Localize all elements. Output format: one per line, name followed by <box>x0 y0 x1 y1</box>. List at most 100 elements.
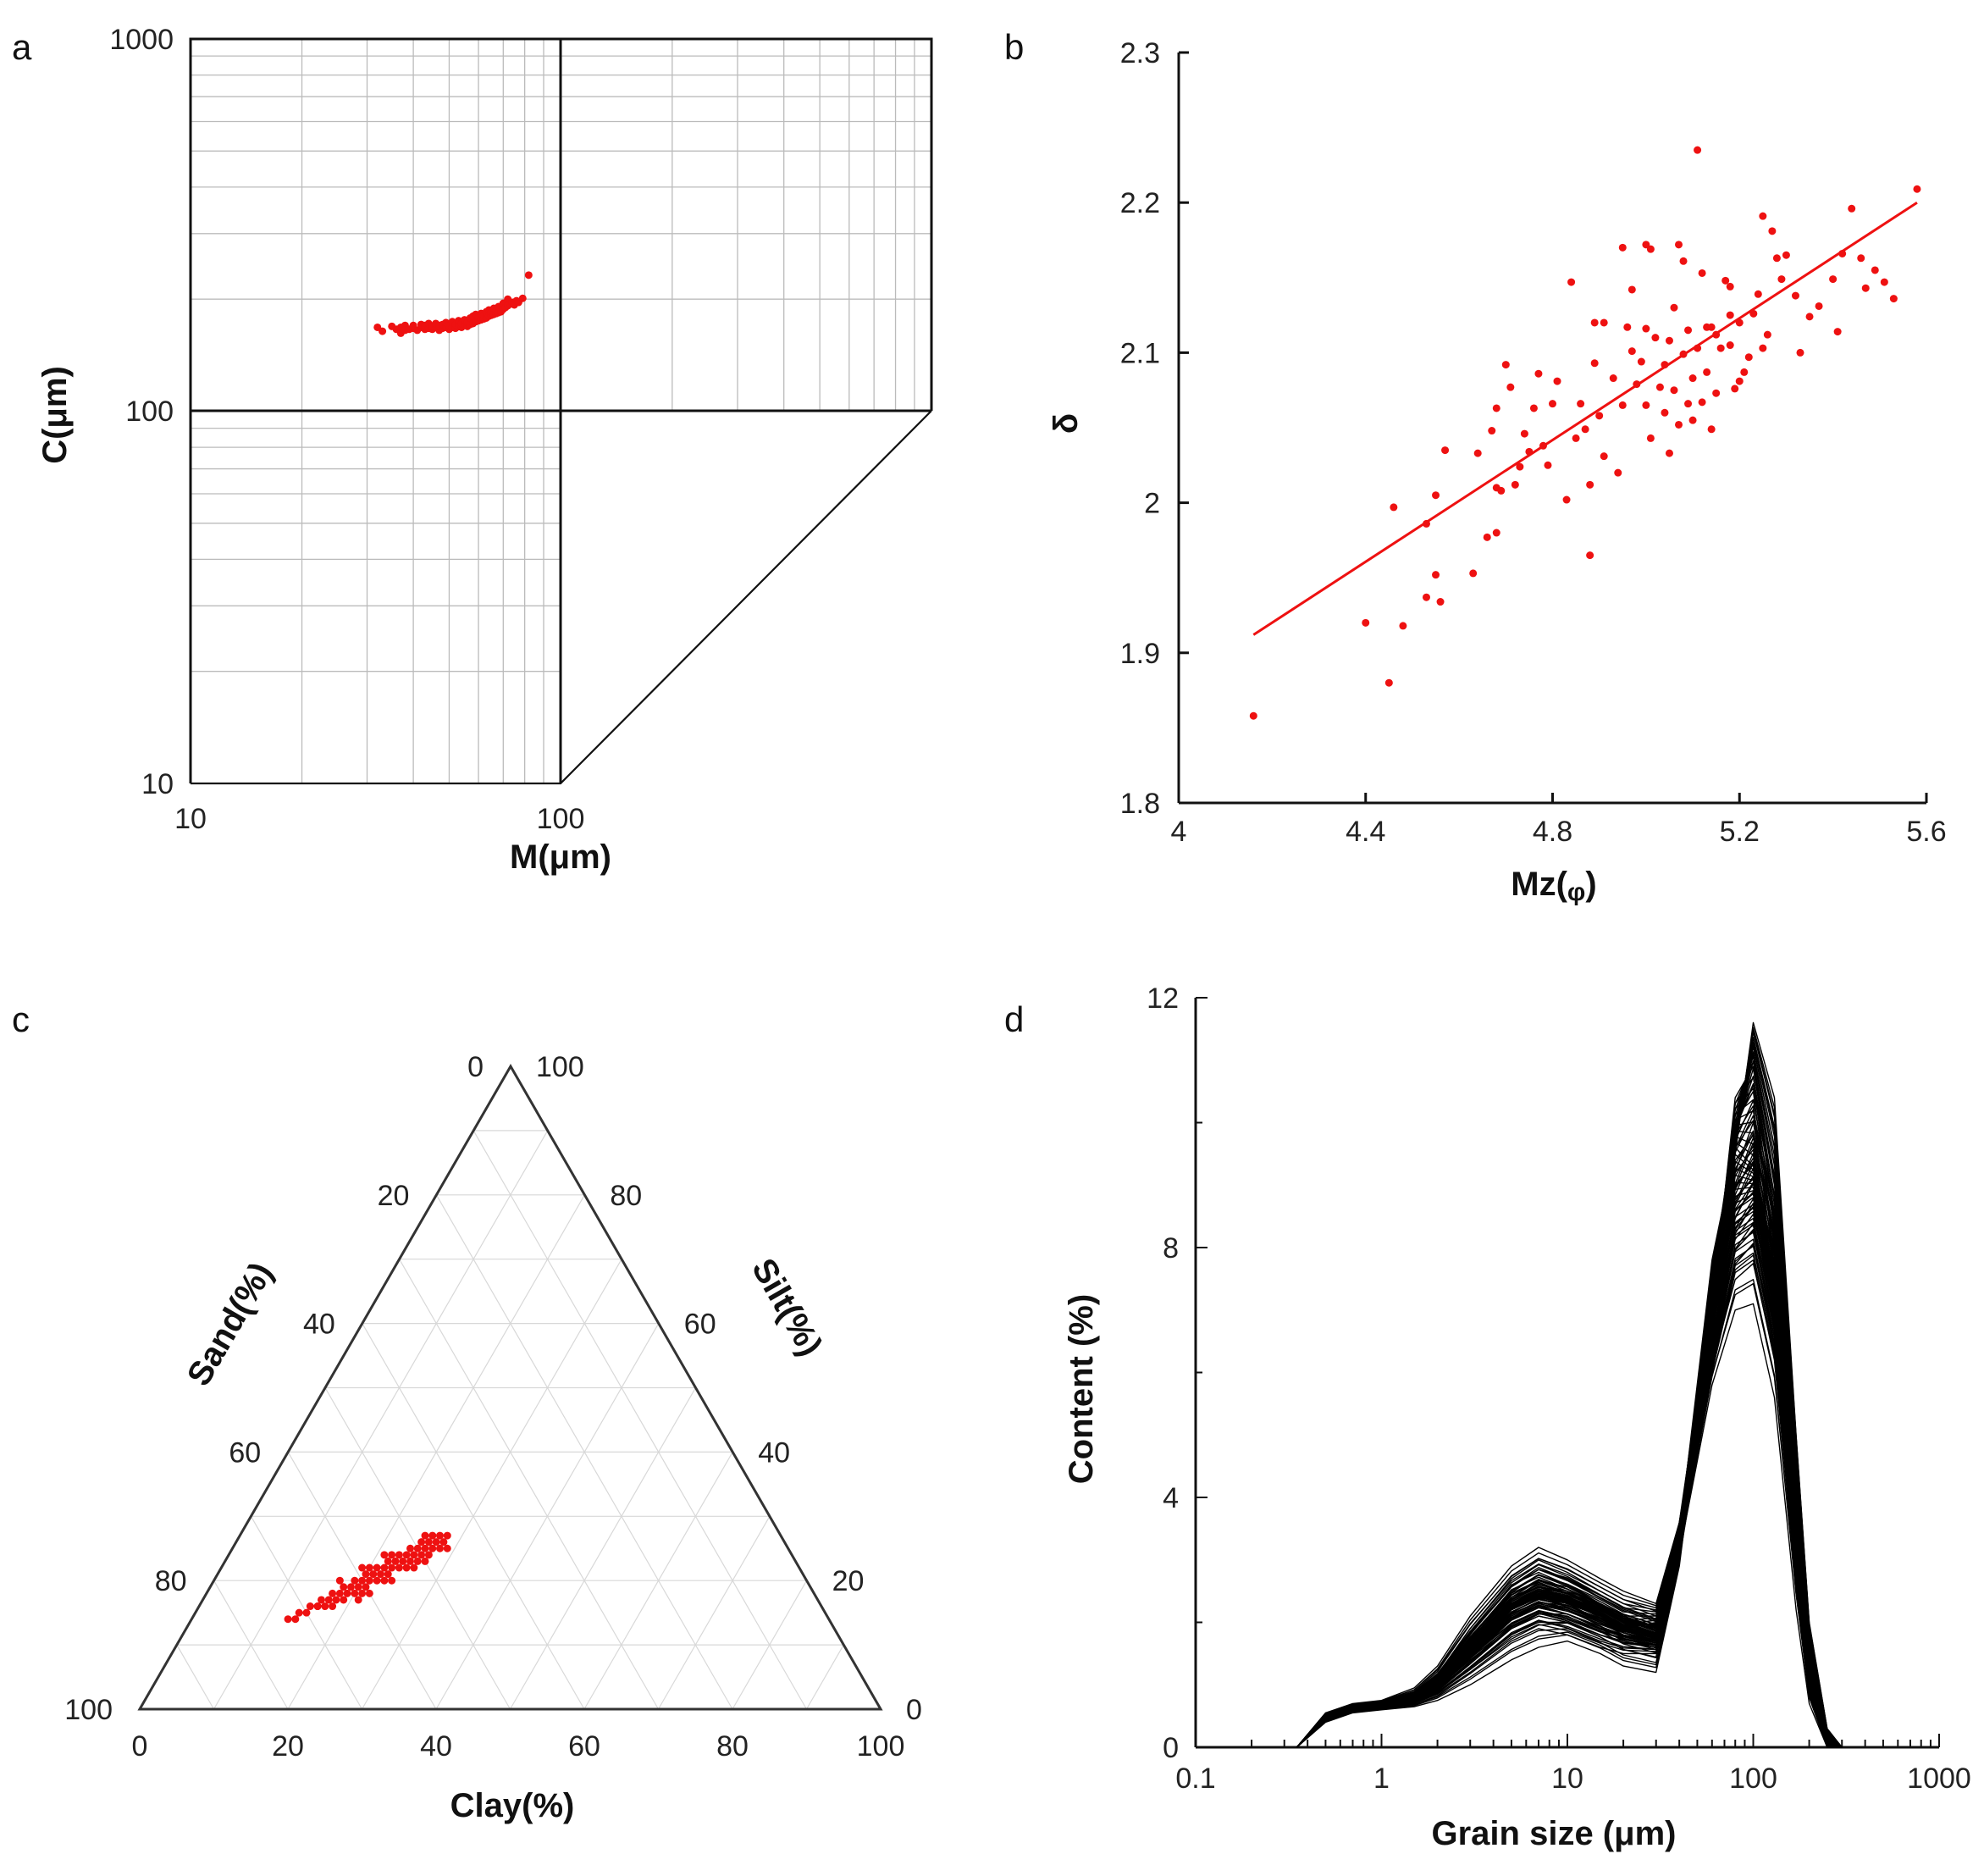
panel-b-point <box>1441 446 1450 455</box>
panel-c-silt-tick: 40 <box>758 1436 790 1469</box>
panel-b-point <box>1432 491 1440 500</box>
panel-b-point <box>1618 243 1627 252</box>
panel-b-point <box>1586 480 1594 489</box>
panel-c-point <box>421 1557 429 1565</box>
panel-b-point <box>1623 323 1632 331</box>
panel-c-point <box>424 1551 433 1559</box>
panel-c-label: c <box>12 999 30 1039</box>
panel-b-point <box>1889 295 1898 303</box>
panel-b-point <box>1642 324 1650 333</box>
panel-c-point <box>428 1544 437 1552</box>
panel-b-point <box>1562 495 1571 504</box>
panel-b-point <box>1829 275 1838 284</box>
panel-c-point <box>399 1557 407 1565</box>
panel-d-curve <box>1296 1282 1843 1748</box>
panel-c-point <box>332 1596 340 1604</box>
panel-d-curve <box>1296 1252 1843 1748</box>
panel-b-point <box>1473 449 1482 457</box>
panel-c-point <box>380 1551 389 1559</box>
panel-c-point <box>421 1531 429 1540</box>
panel-b-point <box>1506 383 1515 391</box>
panel-d-xlabel: Grain size (μm) <box>1432 1815 1677 1852</box>
panel-a-frame <box>189 37 933 785</box>
panel-d-curve <box>1296 1225 1843 1748</box>
panel-c-grid-line <box>657 1516 771 1710</box>
panel-b-ytick-label: 1.8 <box>1120 788 1160 820</box>
panel-c-point <box>343 1589 351 1597</box>
panel-b-point <box>1655 383 1664 391</box>
panel-b-point <box>1525 447 1534 456</box>
panel-c-point <box>317 1596 325 1604</box>
panel-b-point <box>1791 291 1799 300</box>
panel-d-xtick-label: 0.1 <box>1175 1763 1215 1795</box>
panel-b-point <box>1618 401 1627 409</box>
panel-c-point <box>406 1557 414 1565</box>
panel-d-curve <box>1296 1245 1843 1748</box>
panel-b-ytick-label: 2.3 <box>1120 37 1160 69</box>
panel-c-sand-tick: 60 <box>229 1436 261 1469</box>
panel-b-ylabel: δ <box>1047 413 1085 434</box>
panel-b-points <box>1249 146 1921 720</box>
panel-b-point <box>1679 350 1688 358</box>
panel-c-grid-line <box>213 1580 289 1710</box>
panel-b-point <box>1497 486 1506 495</box>
panel-c-point <box>329 1602 337 1611</box>
panel-c-clay-tick: 60 <box>568 1730 600 1763</box>
panel-c-grid-line <box>805 1644 844 1710</box>
panel-c-point <box>335 1576 344 1585</box>
panel-b-point <box>1516 462 1524 471</box>
panel-c-clay-tick: 20 <box>272 1730 304 1763</box>
panel-b-xtick-label: 4.4 <box>1346 816 1385 848</box>
panel-b-point <box>1688 374 1697 383</box>
panel-b-point <box>1422 593 1430 601</box>
panel-c-point <box>362 1583 370 1591</box>
panel-d-axes <box>1194 997 1940 1749</box>
panel-b-point <box>1684 400 1693 408</box>
panel-a-ylabel: C(μm) <box>36 366 74 464</box>
panel-b-point <box>1675 241 1683 249</box>
panel-c-point <box>380 1563 389 1572</box>
panel-c-point <box>406 1544 414 1552</box>
panel-b-point <box>1586 551 1594 560</box>
panel-c-point <box>358 1589 367 1597</box>
panel-c-sand-label: Sand(%) <box>180 1256 280 1392</box>
panel-b-point <box>1590 318 1599 327</box>
panel-b-point <box>1633 380 1641 389</box>
panel-b-point <box>1628 285 1636 294</box>
panel-c-point <box>324 1596 333 1604</box>
panel-b-point <box>1857 254 1865 263</box>
panel-c-point <box>351 1589 359 1597</box>
panel-c-point <box>354 1596 362 1604</box>
panel-b-point <box>1712 389 1721 397</box>
panel-c-point <box>365 1576 373 1585</box>
panel-c-point <box>417 1551 426 1559</box>
panel-d-xtick-label: 10 <box>1551 1763 1583 1795</box>
panel-b-point <box>1740 368 1749 376</box>
panel-c-sand-tick: 100 <box>64 1694 113 1726</box>
panel-c-silt-tick: 60 <box>684 1309 716 1341</box>
panel-c-point <box>417 1538 426 1547</box>
panel-d-xtick-label: 1 <box>1373 1763 1390 1795</box>
panel-b-point <box>1609 374 1617 383</box>
panel-b-point <box>1759 212 1767 220</box>
panel-b-point <box>1871 266 1879 274</box>
panel-c-silt-tick: 100 <box>536 1051 584 1083</box>
panel-b-point <box>1716 344 1725 352</box>
panel-d-xtick-label: 100 <box>1729 1763 1777 1795</box>
panel-d-curve <box>1296 1244 1843 1748</box>
panel-b-point <box>1549 400 1556 408</box>
panel-b-ytick-label: 2.2 <box>1120 187 1160 219</box>
panel-b-xtick-label: 4.8 <box>1533 816 1572 848</box>
panel-a-xlabel: M(μm) <box>510 838 611 876</box>
panel-b-point <box>1642 401 1650 409</box>
panel-c-clay-tick: 80 <box>716 1730 749 1763</box>
panel-b-point <box>1679 257 1688 265</box>
panel-c-point <box>428 1531 437 1540</box>
panel-c-point <box>443 1531 451 1540</box>
panel-b-ytick-label: 2 <box>1144 488 1160 520</box>
panel-c-grid-line <box>361 1259 622 1710</box>
panel-b-point <box>1838 249 1847 257</box>
panel-b-point <box>1362 618 1370 627</box>
panel-b-tick-labels: 4 4.4 4.8 5.2 5.6 1.8 1.9 2 2.1 2.2 2.3 <box>1120 37 1947 848</box>
panel-b-point <box>1436 598 1445 606</box>
